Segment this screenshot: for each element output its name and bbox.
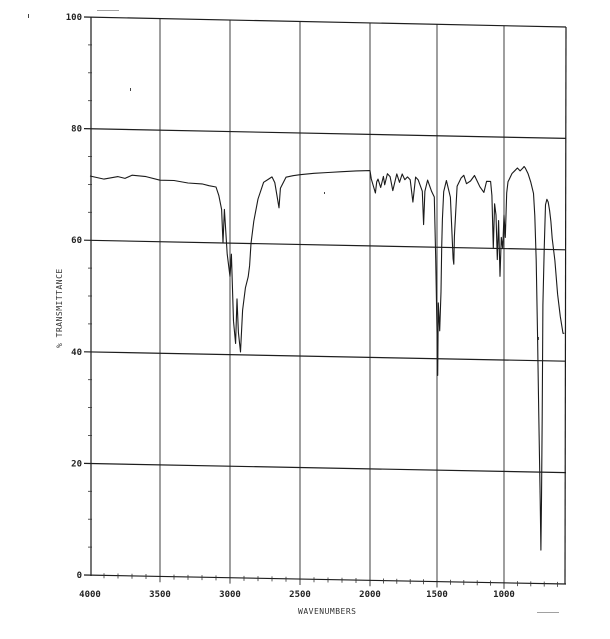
x-tick-labels: 4000 3500 3000 2500 2000 1500 1000 bbox=[79, 590, 515, 600]
y-tick-label: 0 bbox=[77, 571, 82, 581]
x-tick-label: 2000 bbox=[359, 590, 381, 600]
x-tick-label: 3500 bbox=[149, 590, 171, 600]
x-tick-label: 3000 bbox=[219, 590, 241, 600]
y-tick-label: 20 bbox=[71, 459, 82, 469]
x-axis-title: WAVENUMBERS bbox=[298, 607, 356, 616]
x-minor-ticks bbox=[103, 573, 558, 587]
y-tick-labels: 0 20 40 60 80 100 bbox=[66, 13, 82, 581]
y-axis-title: % TRANSMITTANCE bbox=[55, 268, 64, 348]
spectrum-trace bbox=[89, 165, 565, 551]
y-tick-label: 100 bbox=[66, 13, 82, 23]
horizontal-gridlines bbox=[83, 16, 567, 585]
y-tick-label: 60 bbox=[71, 236, 82, 246]
y-minor-ticks bbox=[88, 44, 92, 548]
x-tick-label: 1000 bbox=[493, 590, 515, 600]
y-tick-label: 80 bbox=[71, 125, 82, 135]
scan-artifacts bbox=[28, 10, 559, 613]
y-tick-label: 40 bbox=[71, 348, 82, 358]
x-tick-label: 1500 bbox=[426, 590, 448, 600]
vertical-gridlines bbox=[159, 18, 505, 589]
plot-frame bbox=[90, 17, 567, 585]
x-tick-label: 2500 bbox=[289, 590, 311, 600]
x-tick-label: 4000 bbox=[79, 590, 101, 600]
